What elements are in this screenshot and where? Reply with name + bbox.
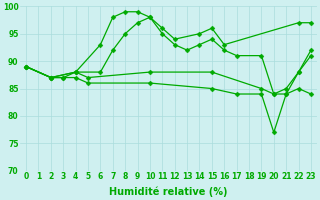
X-axis label: Humidité relative (%): Humidité relative (%) (109, 187, 228, 197)
